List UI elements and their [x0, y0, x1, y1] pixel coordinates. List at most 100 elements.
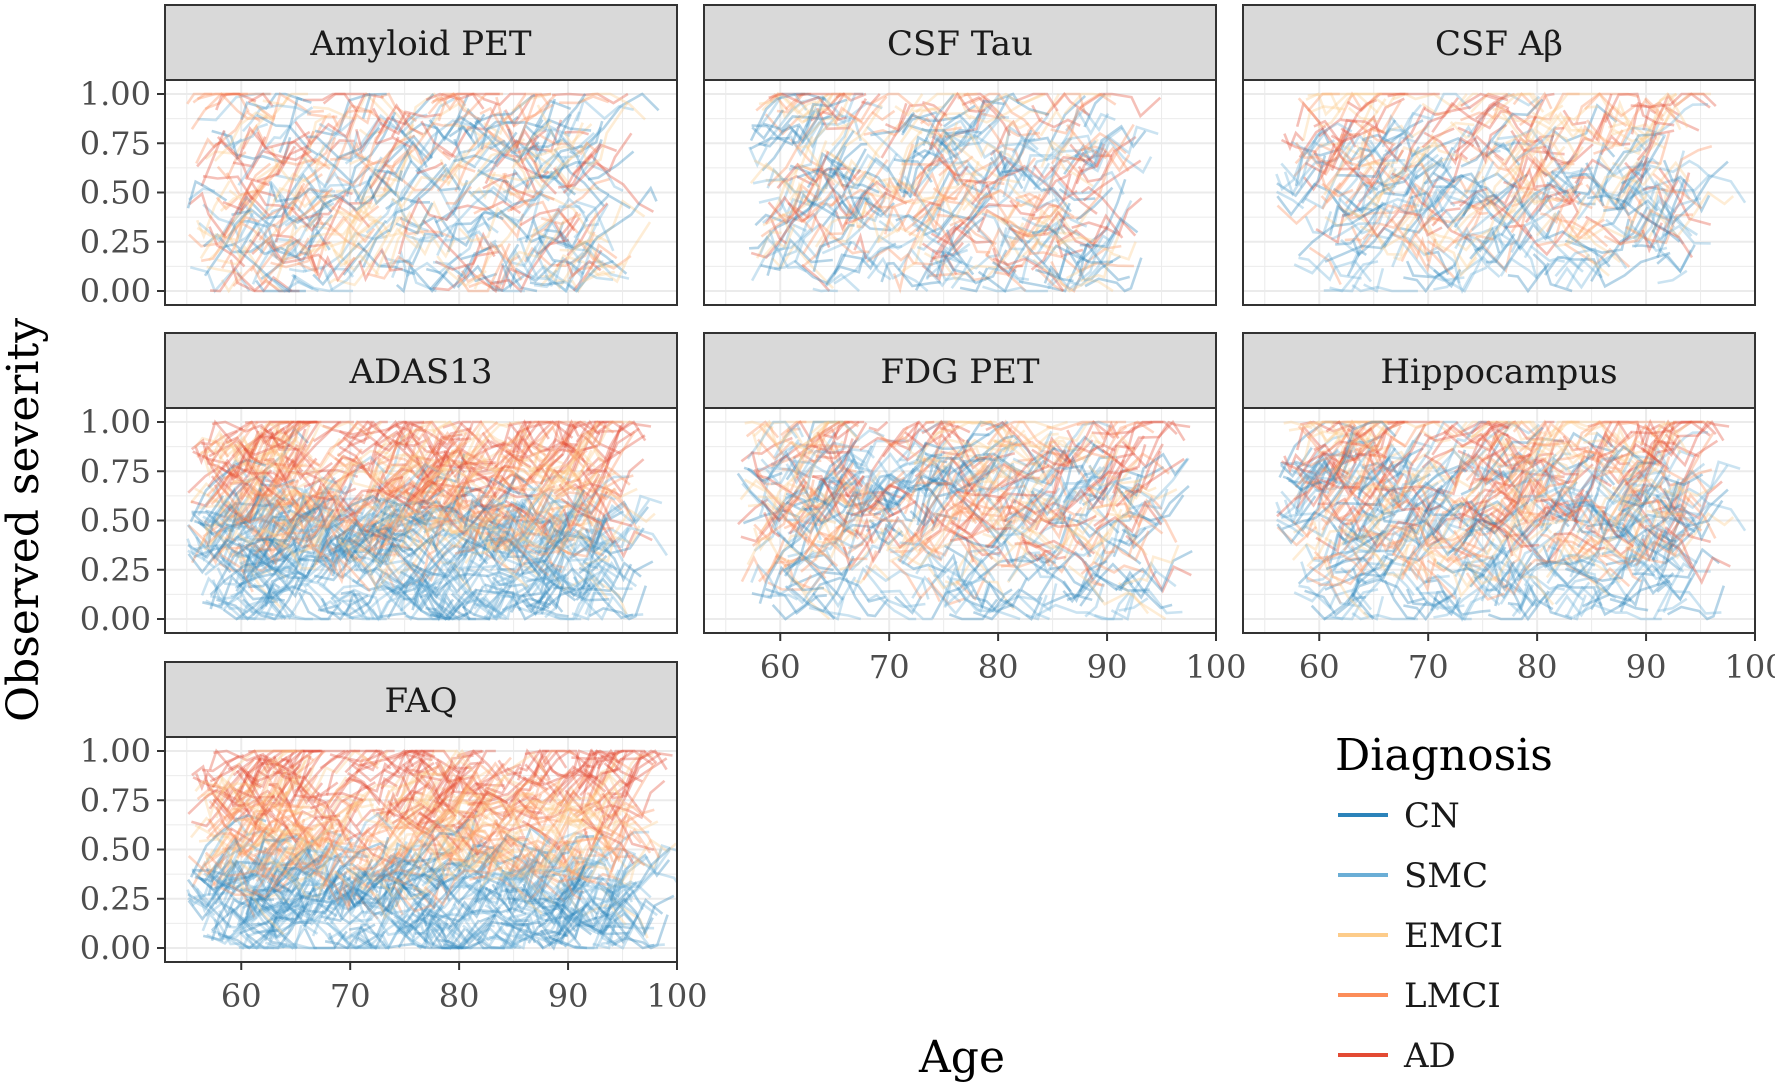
trajectory-SMC [501, 915, 531, 927]
trajectory-EMCI [477, 774, 545, 801]
trajectory-SMC [1021, 213, 1070, 229]
trajectory-AD [1340, 114, 1405, 162]
trajectory-AD [405, 461, 493, 506]
trajectory-SMC [496, 498, 561, 571]
trajectory-LMCI [507, 457, 525, 493]
trajectory-EMCI [967, 530, 1008, 557]
trajectory-LMCI [799, 483, 821, 499]
trajectory-LMCI [1023, 159, 1083, 211]
trajectory-CN [477, 168, 509, 184]
trajectory-EMCI [253, 489, 293, 513]
trajectory-AD [202, 174, 254, 201]
trajectory-AD [1058, 217, 1109, 250]
trajectory-LMCI [396, 814, 458, 841]
trajectory-AD [1295, 100, 1322, 128]
trajectory-AD [949, 455, 1013, 515]
trajectory-EMCI [749, 162, 794, 191]
trajectory-LMCI [241, 831, 286, 876]
trajectory-LMCI [1308, 246, 1342, 286]
trajectory-LMCI [210, 792, 237, 823]
trajectory-EMCI [444, 512, 513, 540]
trajectory-CN [599, 852, 629, 932]
trajectory-LMCI [310, 820, 329, 850]
trajectory-EMCI [390, 175, 451, 209]
trajectory-SMC [544, 260, 604, 294]
trajectory-LMCI [365, 473, 437, 534]
trajectory-LMCI [1086, 495, 1163, 529]
trajectory-AD [187, 466, 219, 494]
trajectory-EMCI [1615, 456, 1642, 484]
trajectory-EMCI [1373, 465, 1448, 530]
trajectory-LMCI [850, 482, 869, 512]
y-axis-title: Observed severity [0, 318, 49, 722]
trajectory-SMC [593, 903, 635, 932]
trajectory-AD [1663, 480, 1691, 539]
trajectory-CN [1431, 172, 1498, 208]
trajectory-CN [1313, 121, 1353, 157]
trajectory-AD [1309, 447, 1363, 486]
trajectory-EMCI [453, 138, 526, 187]
trajectory-CN [186, 878, 232, 928]
trajectory-SMC [238, 917, 311, 951]
series-lines [1275, 418, 1747, 623]
trajectory-EMCI [438, 792, 497, 862]
trajectory-AD [422, 433, 450, 456]
trajectory-LMCI [586, 791, 606, 812]
trajectory-EMCI [446, 135, 482, 187]
trajectory-CN [331, 546, 359, 577]
trajectory-SMC [1499, 257, 1565, 279]
trajectory-AD [779, 443, 819, 463]
trajectory-CN [562, 874, 585, 900]
trajectory-EMCI [532, 860, 569, 888]
trajectory-EMCI [423, 449, 472, 489]
trajectory-CN [212, 537, 291, 572]
trajectory-EMCI [810, 525, 846, 559]
trajectory-SMC [318, 122, 369, 162]
trajectory-AD [383, 749, 435, 779]
trajectory-EMCI [1509, 167, 1551, 204]
trajectory-AD [1624, 129, 1675, 184]
trajectory-SMC [1657, 269, 1688, 285]
trajectory-SMC [1435, 449, 1480, 479]
trajectory-SMC [230, 180, 291, 247]
trajectory-AD [394, 469, 444, 510]
trajectory-CN [1391, 146, 1421, 180]
trajectory-AD [585, 451, 613, 510]
trajectory-AD [1458, 481, 1516, 529]
trajectory-EMCI [279, 421, 308, 455]
trajectory-CN [1487, 598, 1538, 621]
trajectory-EMCI [1505, 128, 1584, 189]
trajectory-CN [1327, 435, 1383, 481]
trajectory-CN [417, 585, 485, 621]
trajectory-EMCI [957, 446, 996, 475]
trajectory-EMCI [1507, 466, 1566, 536]
trajectory-EMCI [549, 515, 566, 548]
trajectory-AD [561, 419, 580, 441]
trajectory-EMCI [358, 128, 380, 138]
trajectory-LMCI [1017, 451, 1097, 499]
trajectory-LMCI [315, 531, 332, 563]
trajectory-AD [351, 748, 415, 783]
panel-gridlines [165, 408, 678, 633]
trajectory-LMCI [187, 855, 229, 876]
trajectory-SMC [866, 593, 917, 621]
trajectory-CN [334, 871, 361, 901]
trajectory-AD [241, 749, 315, 774]
trajectory-AD [575, 787, 643, 821]
trajectory-EMCI [1396, 157, 1455, 232]
trajectory-CN [868, 496, 893, 529]
trajectory-CN [423, 911, 452, 942]
trajectory-EMCI [761, 91, 812, 120]
trajectory-EMCI [526, 550, 609, 600]
trajectory-LMCI [562, 850, 583, 880]
trajectory-CN [268, 891, 311, 940]
trajectory-LMCI [834, 470, 906, 530]
trajectory-EMCI [204, 114, 269, 161]
trajectory-AD [1283, 452, 1305, 474]
trajectory-SMC [1440, 206, 1505, 249]
trajectory-CN [957, 456, 1002, 476]
trajectory-LMCI [1533, 482, 1565, 499]
trajectory-EMCI [204, 517, 233, 538]
trajectory-SMC [592, 889, 658, 950]
trajectory-SMC [1333, 475, 1376, 554]
